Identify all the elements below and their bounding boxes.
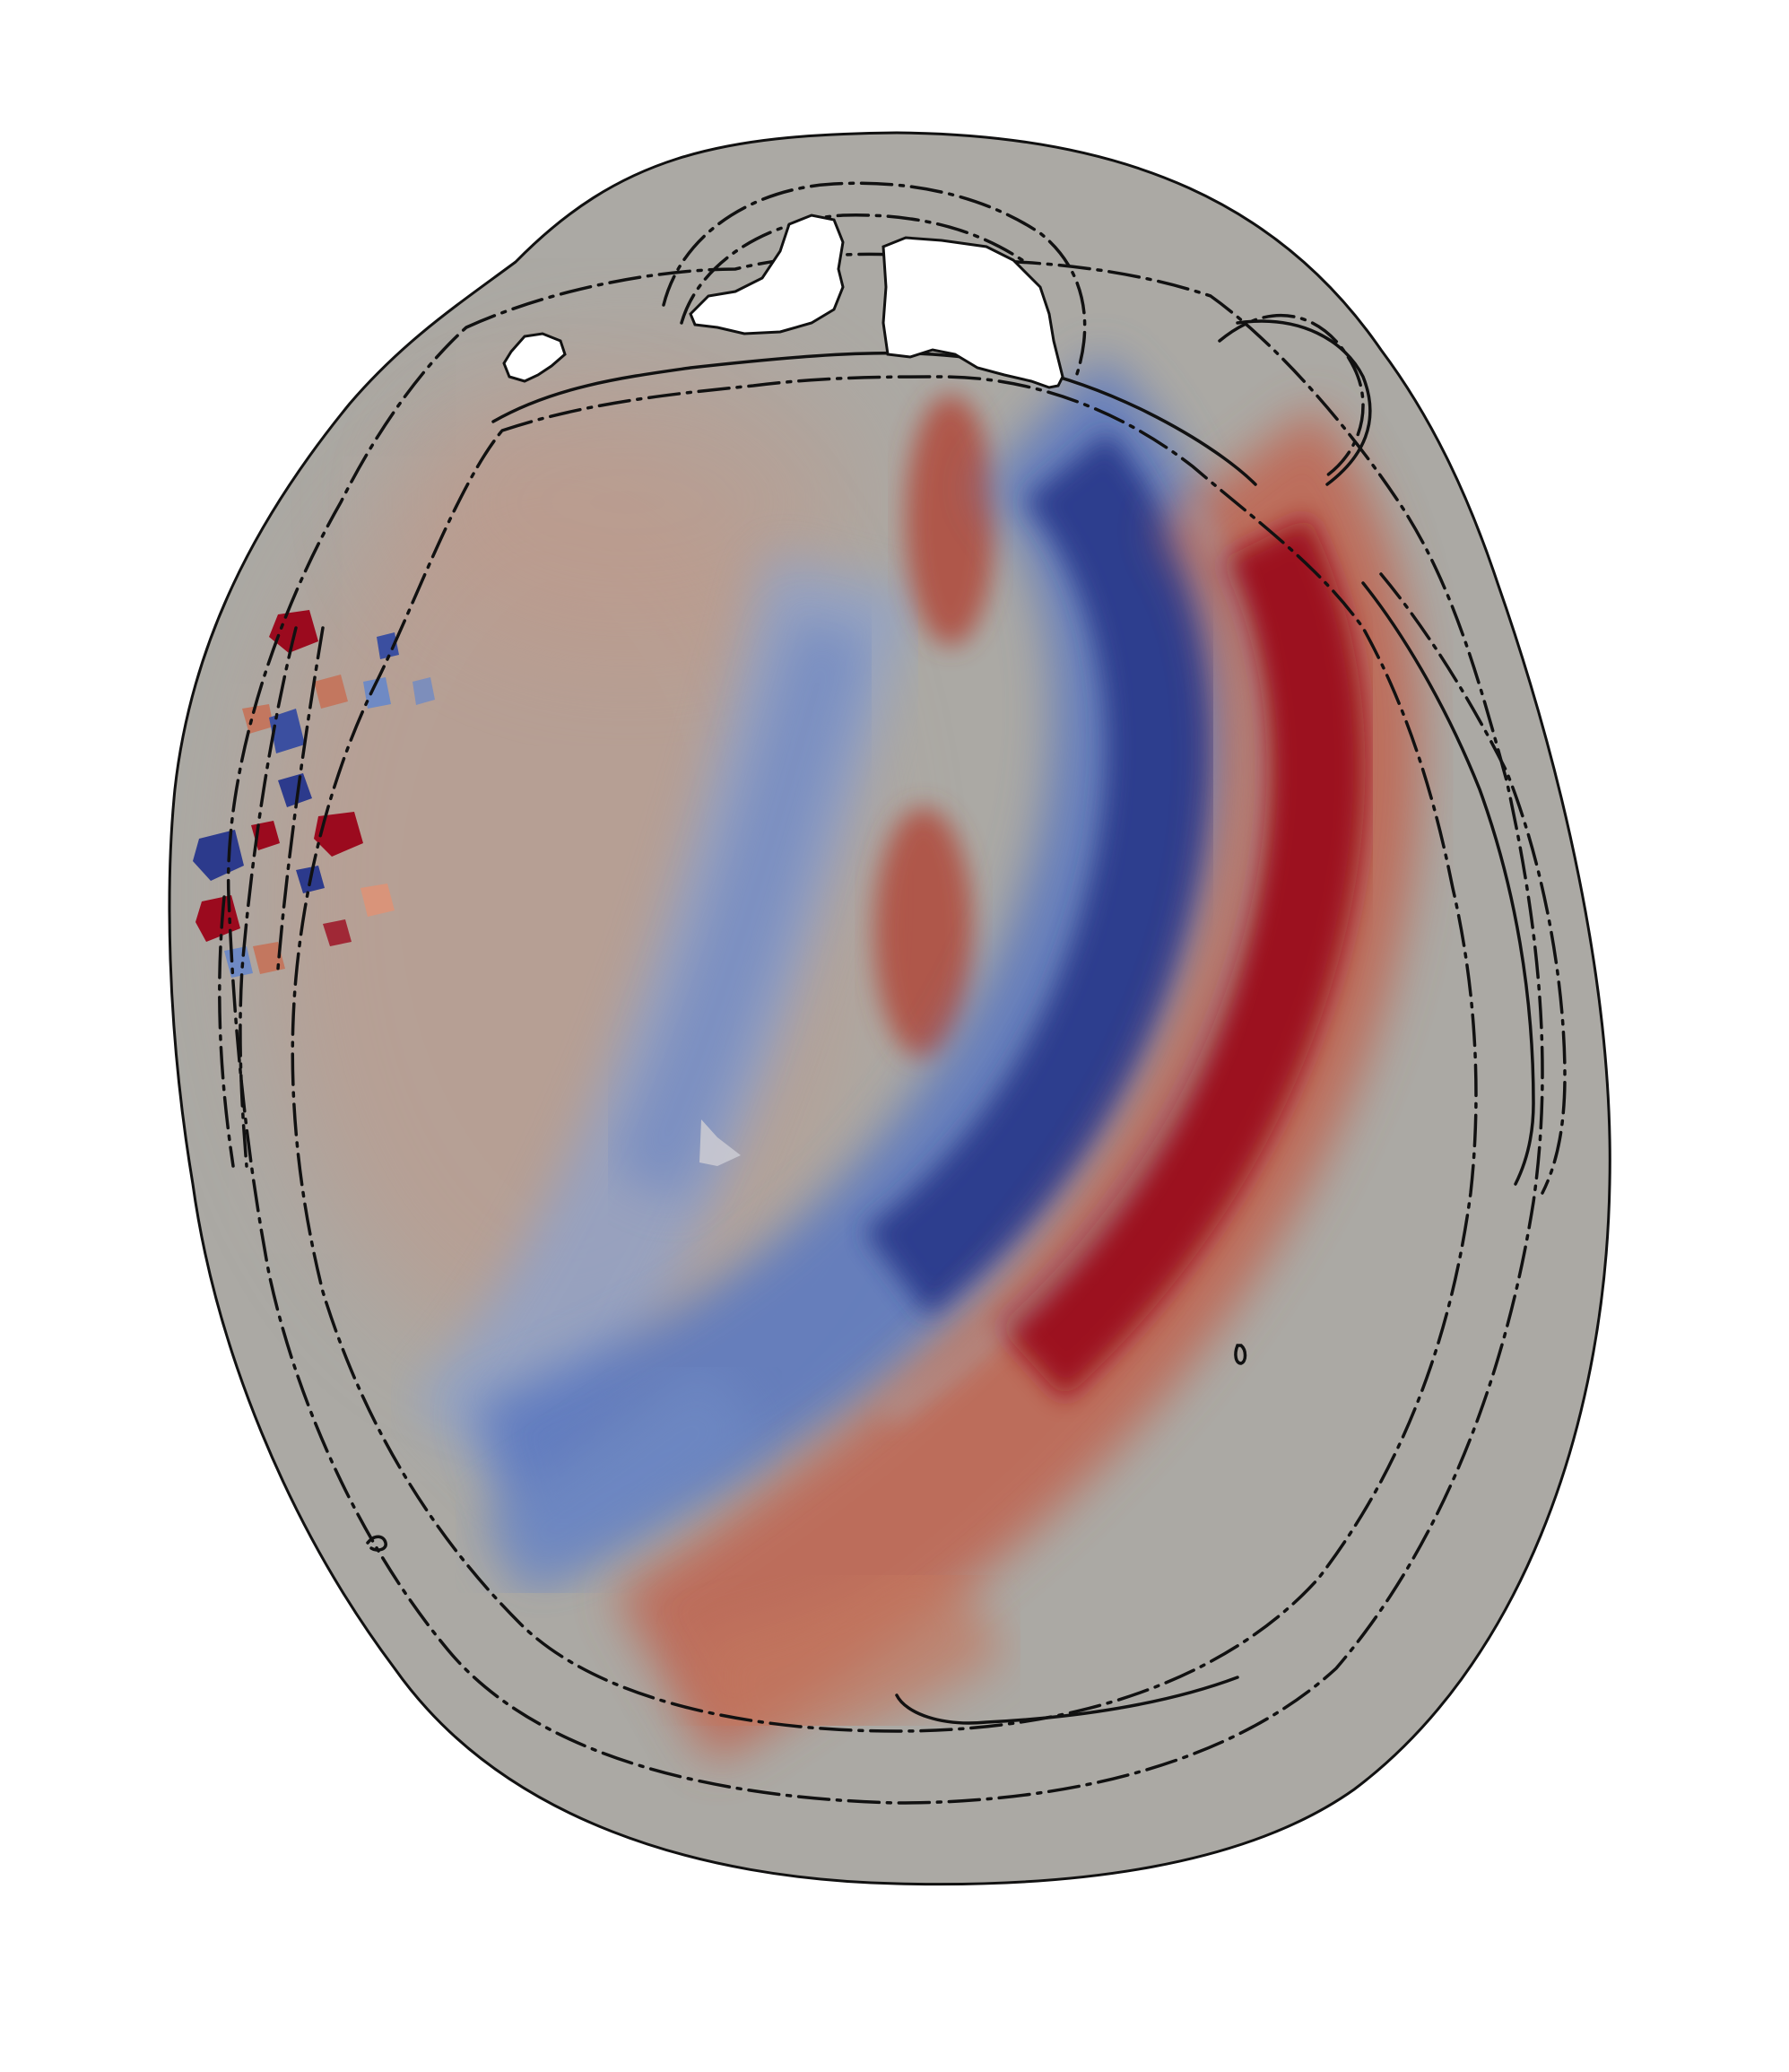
sinus-outline-outer xyxy=(662,181,1087,379)
sinus-small xyxy=(502,332,567,383)
left-inner-line-a xyxy=(239,626,298,1168)
lower-blue-tail xyxy=(477,1361,767,1604)
small-contour-loop-right xyxy=(1234,1344,1247,1365)
right-skull-contour xyxy=(1379,572,1567,1195)
wave-seam xyxy=(883,498,1264,1424)
lower-red-tail xyxy=(693,1541,1007,1771)
outer-skull-contour xyxy=(226,252,1544,1805)
wavefield-layer xyxy=(193,350,1420,1771)
inner-solid-border-back xyxy=(895,1676,1239,1725)
inner-brain-contour xyxy=(291,375,1478,1733)
inner-blue-core xyxy=(609,616,873,1201)
frontal-curve-right-dash xyxy=(1218,313,1365,477)
air-cavities xyxy=(502,213,1064,389)
right-temporal-contour xyxy=(1361,581,1535,1186)
lower-red-lobe xyxy=(874,807,973,1058)
sinus-right xyxy=(881,236,1064,389)
sinus-outline-inner xyxy=(680,213,1024,325)
main-blue-arc-core xyxy=(864,431,1214,1317)
sinus-left xyxy=(689,213,845,335)
main-red-arc-core xyxy=(997,516,1366,1400)
center-artifact xyxy=(699,1119,741,1166)
frontal-curve-right xyxy=(1236,319,1372,486)
small-contour-mark-left xyxy=(366,1535,387,1552)
upper-red-lobe xyxy=(906,395,995,646)
left-inner-line-b xyxy=(276,626,325,971)
